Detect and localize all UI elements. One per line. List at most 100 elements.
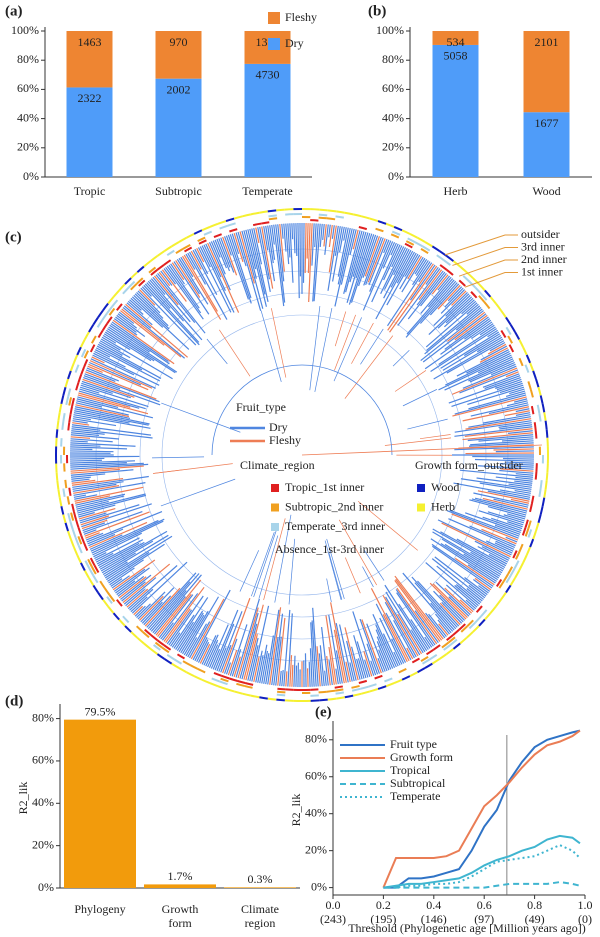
branch (440, 289, 466, 314)
legend-label: Absence_1st-3rd inner (275, 542, 384, 556)
branch (126, 588, 149, 608)
ring-segment (505, 575, 512, 584)
inner-branch (338, 519, 378, 586)
ring-segment (198, 239, 207, 245)
branch (446, 510, 519, 539)
branch (366, 643, 379, 675)
branch (431, 543, 494, 587)
branch (125, 588, 146, 607)
branch (257, 227, 271, 292)
branch (316, 646, 321, 687)
branch (437, 619, 451, 635)
branch (73, 494, 87, 498)
ring-segment (250, 211, 260, 216)
y-tick-label: 80% (32, 710, 54, 724)
inner-branch (419, 434, 451, 440)
branch (479, 482, 532, 492)
legend-title: Climate_region (240, 458, 315, 472)
branch (188, 621, 211, 659)
branch (463, 333, 501, 357)
branch (514, 480, 533, 484)
branch (443, 299, 475, 328)
inner-branch (360, 328, 384, 365)
branch (440, 318, 491, 355)
branch (393, 619, 416, 659)
branch (352, 611, 375, 676)
branch (445, 584, 475, 611)
branch (351, 646, 361, 680)
branch (438, 326, 496, 366)
branch (108, 559, 144, 584)
ring-segment (475, 605, 483, 613)
branch (295, 223, 298, 257)
branch (205, 639, 219, 667)
ring-segment (545, 472, 549, 481)
branch (84, 511, 150, 537)
ring-segment (69, 362, 75, 372)
ring-segment (156, 264, 165, 271)
ring-segment (252, 222, 262, 227)
ring-segment (268, 217, 278, 221)
legend-label: Fleshy (269, 433, 301, 447)
ring-segment (509, 567, 516, 576)
branch (196, 248, 205, 263)
ring-segment (336, 696, 345, 700)
ring-segment (535, 522, 540, 532)
ring-segment (439, 264, 448, 271)
branch (454, 314, 488, 341)
ring-segment (79, 339, 86, 348)
ring-segment (420, 248, 429, 255)
branch (158, 594, 194, 639)
ring-segment (530, 405, 535, 415)
phylo-tree (55, 208, 549, 702)
branch (308, 223, 313, 303)
branch (293, 655, 296, 687)
branch (440, 531, 506, 569)
branch (104, 331, 152, 362)
branch (71, 478, 90, 482)
inner-branch (258, 535, 279, 599)
branch (488, 553, 508, 565)
branch (326, 655, 331, 686)
branch (396, 592, 434, 647)
branch (397, 268, 441, 326)
branch (468, 360, 515, 382)
ring-segment (507, 335, 514, 344)
ring-segment (233, 215, 243, 220)
branch (399, 254, 421, 290)
branch (459, 469, 533, 478)
bar-segment (523, 31, 570, 113)
branch (216, 647, 227, 672)
branch (416, 270, 444, 306)
branch (495, 450, 534, 453)
ring-segment (103, 587, 111, 596)
branch (70, 442, 136, 447)
branch (207, 644, 219, 668)
branch (439, 602, 461, 626)
branch (455, 308, 483, 331)
branch (171, 262, 185, 281)
branch (485, 540, 513, 554)
ring-segment (360, 685, 369, 690)
branch (273, 224, 285, 307)
branch (109, 567, 135, 586)
inner-branch (263, 518, 286, 601)
branch (361, 619, 382, 674)
branch (88, 363, 149, 391)
leader-line (444, 234, 518, 256)
y-tick-label: 40% (382, 110, 404, 124)
ring-segment (529, 389, 534, 398)
ring-segment (83, 359, 89, 368)
ring-segment (75, 382, 80, 391)
ring-segment (67, 388, 72, 397)
legend-label: Growth form (390, 750, 454, 764)
branch (111, 321, 169, 363)
branch (357, 234, 377, 287)
branch (383, 244, 401, 281)
branch (350, 234, 375, 303)
branch (104, 535, 173, 579)
branch (187, 623, 208, 658)
branch (364, 659, 371, 678)
branch (94, 552, 107, 560)
branch (382, 614, 408, 662)
